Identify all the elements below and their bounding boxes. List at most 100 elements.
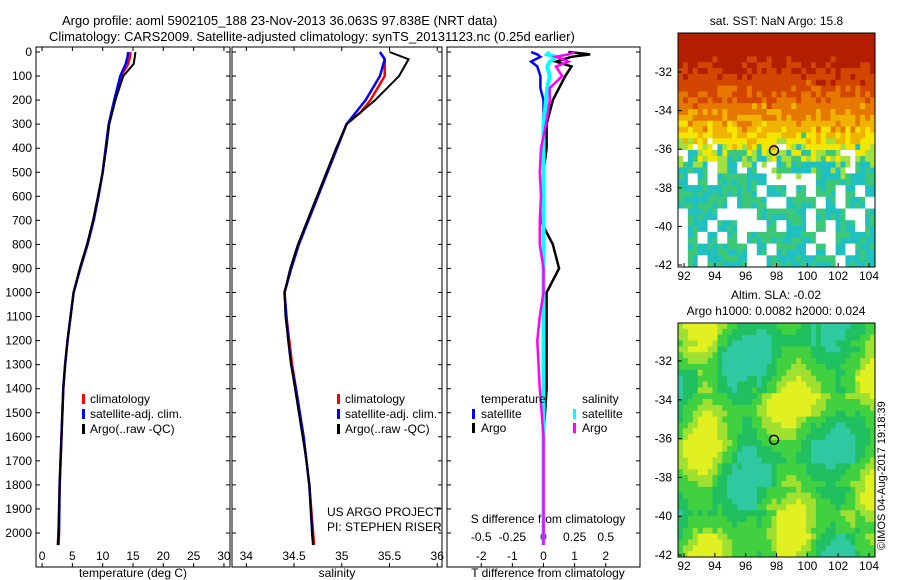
sla-map-cell — [801, 328, 807, 336]
sst-map-cell — [678, 226, 684, 233]
sst-map-cell — [682, 62, 689, 69]
sst-map-title: sat. SST: NaN Argo: 15.8 — [710, 14, 844, 28]
sla-map-cell — [870, 363, 876, 371]
sst-map-cell — [697, 73, 704, 81]
sla-map-cell — [692, 516, 699, 523]
sla-map-cell — [692, 363, 699, 371]
sla-map-cell — [801, 428, 807, 435]
sla-map-cell — [845, 527, 851, 535]
sla-map-cell — [682, 510, 689, 517]
sla-map-cell — [786, 498, 792, 505]
sst-map-cell — [761, 196, 768, 204]
sla-map-cell — [727, 445, 733, 453]
sla-map-cell — [801, 498, 807, 505]
sla-map-cell — [727, 428, 733, 435]
sla-map-cell — [845, 358, 851, 365]
sla-map-cell — [707, 334, 713, 342]
sst-map-cell — [727, 249, 733, 256]
sst-map-cell — [761, 226, 768, 233]
sla-map-ytick-label: -40 — [655, 509, 673, 523]
sst-map-cell — [815, 185, 822, 192]
sla-map-cell — [761, 340, 768, 347]
sst-map-cell — [801, 185, 807, 192]
sst-map-cell — [820, 44, 827, 52]
sst-map-cell — [697, 109, 704, 116]
sst-map-cell — [702, 196, 709, 204]
sla-map-cell — [820, 492, 827, 499]
sst-map-cell — [707, 91, 713, 98]
sla-map-cell — [712, 334, 718, 342]
sst-map-cell — [678, 144, 684, 151]
sla-map-cell — [806, 375, 812, 382]
sla-map-cell — [845, 416, 851, 423]
sla-map-cell — [815, 404, 822, 412]
sla-map-cell — [781, 399, 787, 406]
sst-map-cell — [751, 214, 758, 221]
sla-map-cell — [845, 434, 851, 441]
sst-map-cell — [806, 56, 812, 63]
sla-map-cell — [806, 510, 812, 517]
sst-map-cell — [727, 150, 733, 157]
sst-map-cell — [697, 114, 704, 122]
sla-map-cell — [786, 334, 792, 342]
sla-map-cell — [746, 428, 753, 435]
sst-map-cell — [825, 179, 832, 186]
sla-map-cell — [830, 346, 837, 353]
sst-map-cell — [801, 73, 807, 81]
sla-map-cell — [742, 521, 748, 529]
sla-map-cell — [835, 340, 842, 347]
sla-map-cell — [756, 440, 763, 447]
sst-map-cell — [702, 109, 709, 116]
sla-map-cell — [796, 527, 802, 535]
sst-map-cell — [697, 103, 704, 110]
sla-map-cell — [742, 434, 748, 441]
sst-map-cell — [702, 220, 709, 227]
sst-map-cell — [845, 144, 851, 151]
sst-map-cell — [810, 208, 817, 215]
sst-map-cell — [870, 185, 876, 192]
sst-map-cell — [855, 85, 861, 92]
sst-map-cell — [727, 38, 733, 46]
sla-map-cell — [820, 475, 827, 482]
sst-map-cell — [786, 85, 792, 92]
sla-map-cell — [801, 463, 807, 470]
sst-map-cell — [682, 185, 689, 192]
sst-map-cell — [737, 161, 743, 169]
sla-map-cell — [801, 480, 807, 488]
sla-map-cell — [781, 340, 787, 347]
sst-map-cell — [810, 91, 817, 98]
sst-map-cell — [771, 44, 777, 52]
sst-map-cell — [791, 144, 797, 151]
sst-map-cell — [727, 97, 733, 104]
sst-map-cell — [737, 120, 743, 128]
sla-map-cell — [860, 545, 866, 552]
sla-map-cell — [742, 393, 748, 400]
sst-map-cell — [840, 255, 846, 262]
temp-xtick-label: 0 — [39, 549, 46, 563]
sst-map-cell — [692, 44, 699, 52]
sst-map-cell — [687, 255, 694, 262]
sla-map-cell — [766, 510, 773, 517]
sst-map-cell — [825, 255, 832, 262]
sst-map-cell — [771, 173, 777, 180]
sla-map-cell — [830, 340, 837, 347]
sst-map-cell — [761, 173, 768, 180]
sla-map-cell — [850, 393, 856, 400]
sla-map-cell — [751, 346, 758, 353]
sst-map-cell — [751, 56, 758, 63]
sst-map-cell — [717, 138, 723, 145]
sst-map-cell — [776, 261, 782, 268]
sst-map-cell — [737, 114, 743, 122]
sla-map-cell — [707, 551, 713, 558]
sla-map-cell — [840, 551, 846, 558]
sla-map-cell — [742, 516, 748, 523]
sla-map-cell — [727, 363, 733, 371]
sst-map-cell — [815, 231, 822, 239]
sal-xlabel: salinity — [319, 566, 356, 580]
sst-map-cell — [840, 144, 846, 151]
sla-map-cell — [717, 422, 723, 429]
sst-map-cell — [850, 155, 856, 163]
sst-map-cell — [737, 126, 743, 133]
sla-map-cell — [865, 328, 871, 336]
sst-map-cell — [687, 202, 694, 209]
